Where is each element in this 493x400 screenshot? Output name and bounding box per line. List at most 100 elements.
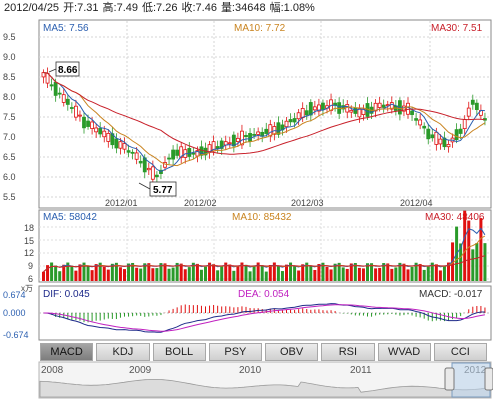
- candle-body: [454, 129, 459, 141]
- candle-body: [118, 141, 123, 149]
- candle-body: [458, 128, 463, 134]
- candle-body: [98, 128, 103, 135]
- quote-volume: 量:34648: [220, 2, 266, 14]
- candle-body: [130, 151, 135, 154]
- timeline-selection[interactable]: [451, 362, 491, 398]
- candle-body: [422, 125, 427, 129]
- candle-body: [150, 166, 155, 180]
- candle-body: [171, 149, 176, 160]
- candle-body: [49, 84, 54, 87]
- volume-bar: [123, 269, 126, 281]
- volume-bar: [333, 263, 337, 281]
- candle-body: [78, 114, 82, 117]
- vol-ytick: 18: [24, 223, 34, 233]
- quote-change: 幅:1.08%: [269, 2, 315, 14]
- volume-bar: [430, 262, 434, 281]
- candle-body: [341, 105, 346, 110]
- price-ytick: 5.5: [3, 192, 16, 202]
- price-panel: 9.5 9.0 8.5 8.0 7.5 7.0 6.5 6.0 5.5 2012…: [3, 19, 492, 209]
- volume-bar: [422, 269, 426, 281]
- price-ytick: 9.0: [3, 52, 16, 62]
- volume-bar: [337, 262, 341, 281]
- timeline-handle-left[interactable]: [444, 367, 455, 391]
- annotation-high: 8.66: [48, 61, 80, 77]
- volume-bar: [390, 268, 394, 281]
- candle-body: [227, 142, 232, 145]
- volume-bar: [345, 268, 349, 281]
- tab-cci[interactable]: CCI: [433, 343, 487, 361]
- annotation-low: 5.77: [138, 181, 177, 197]
- candle-body: [244, 135, 248, 137]
- volume-bar: [127, 263, 131, 281]
- tab-macd[interactable]: MACD: [40, 343, 94, 361]
- volume-bar: [240, 262, 244, 281]
- volume-bar: [224, 262, 228, 281]
- timeline-navigator[interactable]: 2008 2009 2010 2011 2012: [38, 361, 493, 399]
- tab-psy[interactable]: PSY: [208, 343, 262, 361]
- volume-bar: [301, 264, 305, 281]
- candle-body: [114, 138, 119, 149]
- candle-body: [462, 119, 467, 130]
- volume-bar: [276, 265, 280, 281]
- price-xlabel: 2012/02: [184, 198, 217, 208]
- volume-bar: [70, 265, 74, 281]
- candle-body: [426, 128, 431, 140]
- price-ytick: 8.0: [3, 92, 16, 102]
- tab-rsi[interactable]: RSI: [321, 343, 375, 361]
- candle-body: [288, 119, 293, 123]
- timeline-year: 2010: [239, 365, 262, 376]
- macd-dif-label: DIF: 0.045: [43, 289, 90, 300]
- candle-body: [264, 128, 269, 134]
- volume-bar: [244, 264, 248, 281]
- candle-body: [470, 99, 475, 105]
- price-ma30-label: MA30: 7.51: [431, 23, 483, 34]
- tab-obv[interactable]: OBV: [265, 343, 319, 361]
- volume-bar: [191, 262, 195, 281]
- volume-bar: [252, 265, 256, 281]
- candle-body: [57, 92, 62, 95]
- candle-body: [446, 144, 451, 148]
- timeline-handle-right[interactable]: [484, 367, 493, 391]
- price-xlabel: 2012/03: [291, 198, 324, 208]
- volume-bar: [232, 270, 236, 281]
- candle-body: [466, 107, 471, 117]
- price-ytick: 8.5: [3, 72, 16, 82]
- candle-body: [74, 105, 78, 118]
- volume-bar: [159, 263, 163, 281]
- candle-body: [248, 133, 252, 142]
- candle-body: [191, 152, 196, 155]
- candle-body: [41, 72, 46, 78]
- volume-bar: [442, 266, 446, 281]
- candle-body: [308, 102, 313, 116]
- quote-header: 2012/04/25 开:7.31 高:7.49 低:7.26 收:7.46 量…: [0, 0, 493, 18]
- tab-boll[interactable]: BOLL: [152, 343, 206, 361]
- annotation-high-text: 8.66: [58, 65, 78, 76]
- timeline-year: 2008: [41, 365, 64, 376]
- volume-bar: [386, 263, 390, 281]
- tab-kdj[interactable]: KDJ: [96, 343, 150, 361]
- candle-body: [268, 124, 273, 137]
- candle-body: [240, 130, 244, 146]
- candle-body: [53, 81, 58, 96]
- volume-bar: [94, 264, 98, 281]
- volume-bar: [131, 262, 135, 281]
- volume-bar: [329, 269, 333, 281]
- volume-bar: [285, 264, 288, 281]
- price-ma10-label: MA10: 7.72: [234, 23, 286, 34]
- candle-body: [65, 98, 70, 105]
- tab-wvad[interactable]: WVAD: [377, 343, 431, 361]
- candle-body: [442, 137, 447, 148]
- volume-bar: [289, 262, 293, 281]
- candle-body: [430, 134, 435, 139]
- volume-bar: [459, 243, 463, 281]
- volume-bar: [382, 263, 386, 281]
- volume-bar: [341, 267, 345, 281]
- vol-ytick: 9: [28, 261, 33, 271]
- candle-body: [410, 110, 414, 116]
- volume-bar: [187, 267, 191, 281]
- price-xlabel: 2012/04: [400, 198, 433, 208]
- volume-panel: 18 15 12 9 6 x万 MA5: 58042 MA10: 85432 M…: [21, 209, 492, 293]
- candle-body: [276, 122, 281, 135]
- price-ma5-label: MA5: 7.56: [43, 23, 89, 34]
